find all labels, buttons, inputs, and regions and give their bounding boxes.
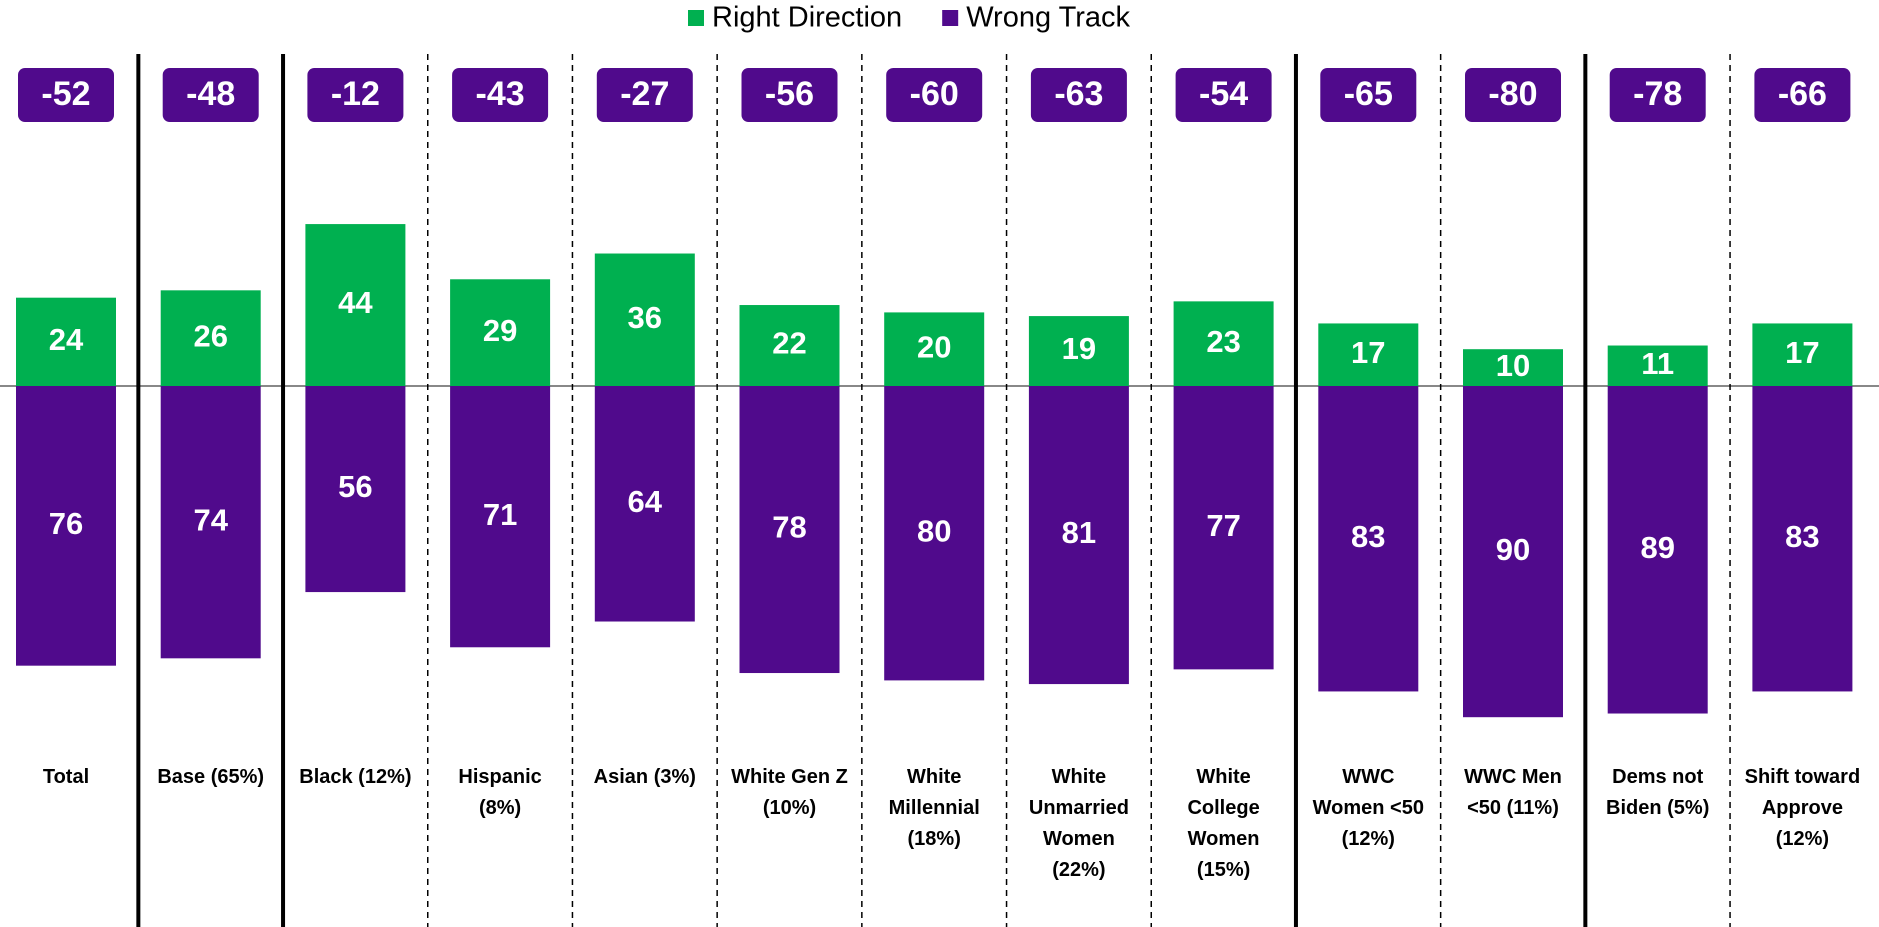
category-label: Dems not Biden (5%) — [1606, 766, 1710, 819]
net-box — [1754, 68, 1851, 122]
value-label: 17 — [1785, 335, 1819, 370]
value-label: 64 — [628, 484, 663, 519]
bar-right-direction — [1752, 323, 1853, 386]
value-label: 90 — [1496, 532, 1530, 567]
bar-wrong-track — [305, 386, 406, 593]
value-label: 24 — [49, 322, 84, 357]
bar-wrong-track — [1028, 386, 1129, 685]
net-label: -60 — [910, 75, 959, 113]
bar-right-direction — [450, 279, 551, 386]
category-label: Hispanic (8%) — [458, 766, 542, 819]
value-label: 78 — [772, 510, 806, 545]
value-label: 71 — [483, 497, 517, 532]
bar-right-direction — [305, 224, 406, 386]
value-label: 19 — [1062, 331, 1096, 366]
category-label: White Gen Z (10%) — [731, 766, 848, 819]
bar-wrong-track — [739, 386, 840, 674]
net-box — [741, 68, 838, 122]
category-label: WWC Men <50 (11%) — [1464, 766, 1562, 819]
category-label: White Unmarried Women (22%) — [1028, 766, 1129, 881]
value-label: 77 — [1206, 508, 1240, 543]
bar-wrong-track — [1752, 386, 1853, 692]
value-label: 26 — [193, 318, 227, 353]
bar-right-direction — [160, 290, 261, 386]
value-label: 11 — [1641, 346, 1674, 381]
value-label: 20 — [917, 329, 951, 364]
value-label: 22 — [772, 326, 806, 361]
bar-wrong-track — [1607, 386, 1708, 714]
net-label: -65 — [1344, 75, 1393, 113]
value-label: 81 — [1062, 515, 1096, 550]
net-label: -27 — [620, 75, 669, 113]
net-box — [452, 68, 549, 122]
bar-right-direction — [16, 297, 116, 386]
net-box — [1609, 68, 1706, 122]
category-label: Black (12%) — [299, 766, 412, 788]
net-box — [162, 68, 259, 122]
value-label: 29 — [483, 313, 517, 348]
value-label: 36 — [628, 300, 662, 335]
net-box — [1320, 68, 1417, 122]
category-label: White College Women (15%) — [1187, 766, 1260, 881]
net-box — [307, 68, 404, 122]
bar-right-direction — [1028, 316, 1129, 386]
net-label: -66 — [1778, 75, 1827, 113]
bar-right-direction — [1318, 323, 1419, 386]
value-label: 44 — [338, 285, 373, 320]
value-label: 80 — [917, 513, 951, 548]
value-label: 83 — [1785, 519, 1819, 554]
category-label: Asian (3%) — [593, 766, 696, 788]
bar-wrong-track — [1318, 386, 1419, 692]
category-label: Total — [42, 766, 90, 788]
net-label: -56 — [765, 75, 814, 113]
bar-right-direction — [1173, 301, 1274, 386]
bar-wrong-track — [1173, 386, 1274, 670]
value-label: 17 — [1351, 335, 1385, 370]
value-label: 74 — [193, 502, 228, 537]
bar-right-direction — [884, 312, 985, 386]
bar-wrong-track — [1463, 386, 1563, 718]
value-label: 83 — [1351, 519, 1385, 554]
net-label: -63 — [1054, 75, 1103, 113]
net-label: -80 — [1488, 75, 1537, 113]
net-box — [18, 68, 114, 122]
net-box — [886, 68, 983, 122]
net-label: -52 — [41, 75, 90, 113]
value-label: 10 — [1496, 348, 1530, 383]
bar-wrong-track — [594, 386, 695, 622]
net-box — [1175, 68, 1272, 122]
net-label: -48 — [186, 75, 235, 113]
net-box — [1465, 68, 1561, 122]
net-label: -43 — [476, 75, 525, 113]
bar-right-direction — [1607, 345, 1708, 386]
legend-swatch — [942, 10, 959, 26]
net-label: -54 — [1199, 75, 1248, 113]
value-label: 89 — [1640, 530, 1674, 565]
bar-right-direction — [739, 305, 840, 386]
value-label: 56 — [338, 469, 372, 504]
legend-label: Right Direction — [712, 2, 902, 34]
bar-wrong-track — [160, 386, 261, 659]
value-label: 76 — [49, 506, 83, 541]
bar-wrong-track — [884, 386, 985, 681]
net-box — [1030, 68, 1127, 122]
net-label: -12 — [331, 75, 380, 113]
legend-label: Wrong Track — [966, 2, 1130, 34]
category-label: White Millennial (18%) — [888, 766, 980, 850]
bar-right-direction — [1463, 349, 1563, 386]
bar-wrong-track — [16, 386, 116, 666]
category-label: Shift toward Approve (12%) — [1744, 766, 1861, 850]
category-label: WWC Women <50 (12%) — [1312, 766, 1424, 850]
bar-right-direction — [594, 253, 695, 386]
net-label: -78 — [1633, 75, 1682, 113]
legend-swatch — [688, 10, 704, 26]
value-label: 23 — [1206, 324, 1240, 359]
category-label: Base (65%) — [157, 766, 265, 788]
net-box — [596, 68, 693, 122]
bar-wrong-track — [450, 386, 551, 648]
